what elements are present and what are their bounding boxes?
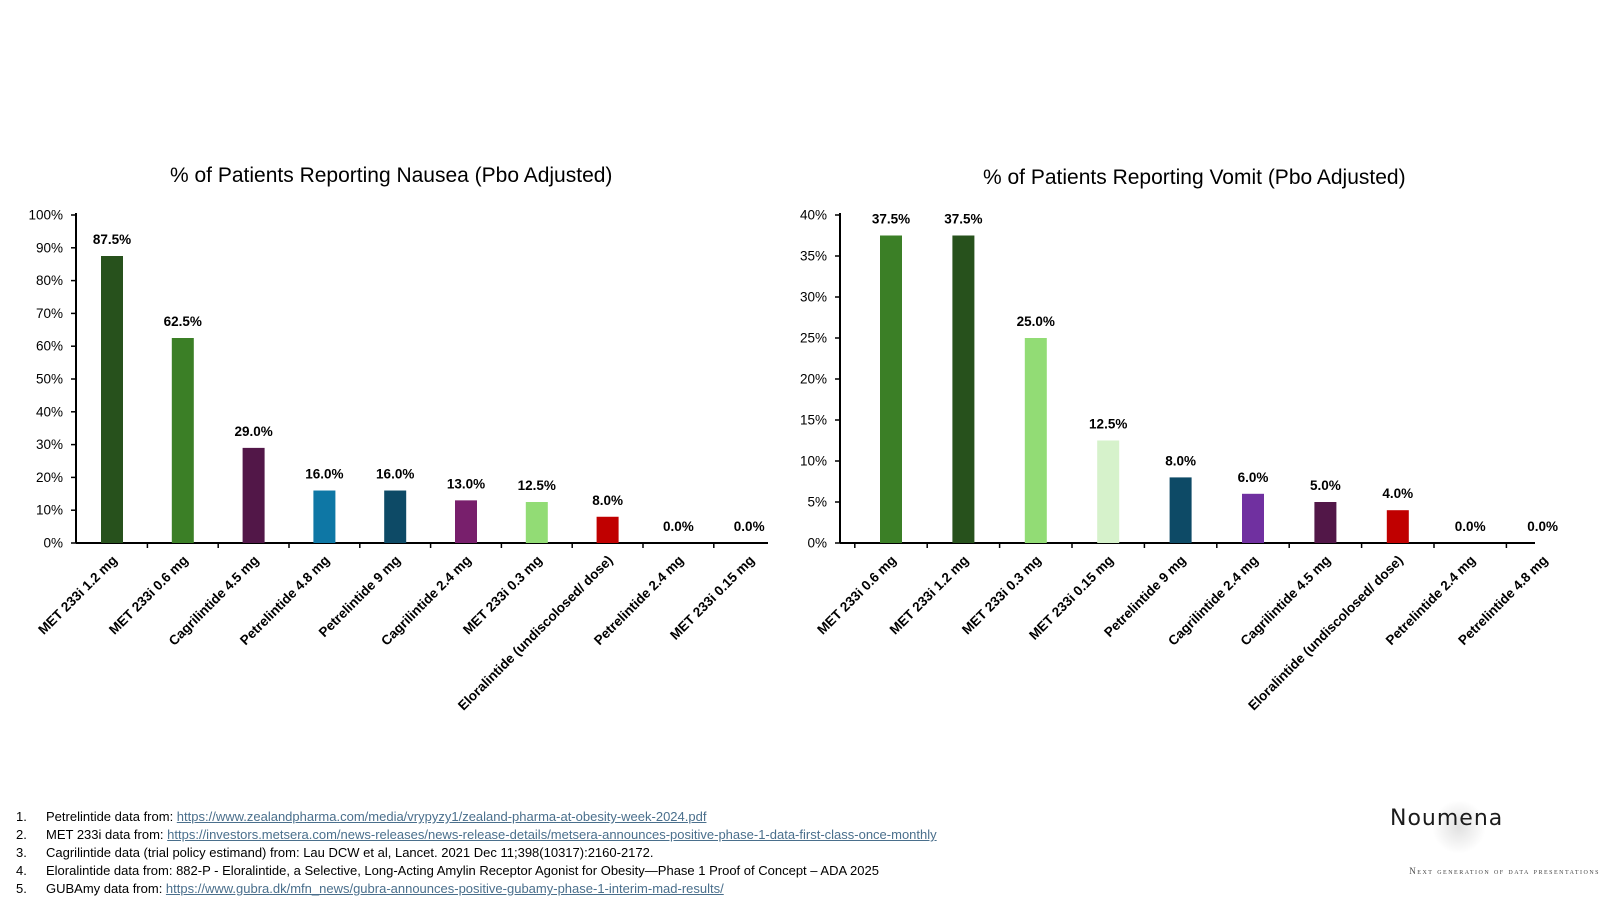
footnote-link[interactable]: https://www.zealandpharma.com/media/vryp… bbox=[176, 809, 707, 824]
footnotes: 1. Petrelintide data from: https://www.ze… bbox=[16, 808, 937, 898]
y-tick-label: 100% bbox=[28, 208, 63, 223]
y-tick-label: 80% bbox=[36, 273, 63, 288]
footnote-text: GUBAmy data from: bbox=[46, 881, 166, 896]
footnote-text: Petrelintide data from: bbox=[46, 809, 177, 824]
data-label: 37.5% bbox=[944, 212, 982, 227]
y-tick-label: 90% bbox=[36, 240, 63, 255]
y-tick-label: 50% bbox=[36, 372, 63, 387]
data-label: 12.5% bbox=[518, 478, 556, 493]
y-tick-label: 30% bbox=[800, 290, 827, 305]
logo-halo-icon bbox=[1432, 800, 1486, 854]
y-tick-label: 15% bbox=[800, 413, 827, 428]
data-label: 29.0% bbox=[234, 424, 272, 439]
bar bbox=[1097, 440, 1120, 543]
data-label: 16.0% bbox=[305, 467, 343, 482]
nausea-chart-title: % of Patients Reporting Nausea (Pbo Adju… bbox=[170, 164, 613, 187]
noumena-logo: Noumena Next generation of data presenta… bbox=[1390, 800, 1599, 876]
data-label: 0.0% bbox=[1455, 519, 1486, 534]
bar bbox=[455, 500, 477, 543]
bar bbox=[384, 490, 407, 543]
bar bbox=[1242, 493, 1264, 543]
y-tick-label: 40% bbox=[36, 404, 63, 419]
category-label: MET 233i 0.3 mg bbox=[959, 553, 1044, 638]
data-label: 6.0% bbox=[1238, 470, 1269, 485]
data-label: 12.5% bbox=[1089, 417, 1127, 432]
footnote-2: 2. MET 233i data from: https://investors.… bbox=[16, 826, 937, 844]
y-tick-label: 20% bbox=[800, 372, 827, 387]
y-tick-label: 60% bbox=[36, 339, 63, 354]
bar bbox=[1314, 502, 1337, 543]
y-tick-label: 40% bbox=[800, 208, 827, 223]
footnote-1: 1. Petrelintide data from: https://www.ze… bbox=[16, 808, 937, 826]
data-label: 87.5% bbox=[93, 232, 131, 247]
bar bbox=[242, 447, 265, 543]
bar bbox=[1386, 510, 1409, 543]
y-tick-label: 20% bbox=[36, 470, 63, 485]
bar bbox=[1169, 477, 1192, 543]
data-label: 62.5% bbox=[164, 314, 202, 329]
data-label: 8.0% bbox=[1165, 453, 1196, 468]
data-label: 0.0% bbox=[734, 519, 765, 534]
category-label: Eloralintide (undiscolosed/ dose) bbox=[1245, 553, 1406, 714]
footnote-number: 3. bbox=[16, 845, 27, 860]
footnote-4: 4. Eloralintide data from: 882-P - Eloral… bbox=[16, 862, 937, 880]
y-tick-label: 35% bbox=[800, 249, 827, 264]
footnote-link[interactable]: https://www.gubra.dk/mfn_news/gubra-anno… bbox=[165, 881, 724, 896]
y-tick-label: 10% bbox=[36, 503, 63, 518]
y-tick-label: 5% bbox=[807, 495, 827, 510]
y-tick-label: 25% bbox=[800, 331, 827, 346]
footnote-5: 5. GUBAmy data from: https://www.gubra.dk… bbox=[16, 880, 937, 898]
bar bbox=[952, 235, 975, 543]
bar bbox=[880, 235, 902, 543]
y-tick-label: 30% bbox=[36, 437, 63, 452]
footnote-number: 2. bbox=[16, 827, 27, 842]
bar bbox=[1024, 338, 1047, 543]
footnote-3: 3. Cagrilintide data (trial policy estima… bbox=[16, 844, 937, 862]
bar bbox=[596, 516, 619, 543]
data-label: 8.0% bbox=[592, 493, 623, 508]
footnote-text: Eloralintide data from: 882-P - Eloralin… bbox=[46, 863, 879, 878]
vomit-chart-title: % of Patients Reporting Vomit (Pbo Adjus… bbox=[983, 166, 1406, 189]
bar bbox=[313, 490, 336, 543]
footnote-number: 4. bbox=[16, 863, 27, 878]
y-tick-label: 0% bbox=[43, 536, 63, 551]
data-label: 16.0% bbox=[376, 467, 414, 482]
data-label: 25.0% bbox=[1017, 314, 1055, 329]
y-tick-label: 0% bbox=[807, 536, 827, 551]
footnote-number: 1. bbox=[16, 809, 27, 824]
data-label: 37.5% bbox=[872, 212, 910, 227]
data-label: 5.0% bbox=[1310, 478, 1341, 493]
footnote-text: Cagrilintide data (trial policy estimand… bbox=[46, 845, 654, 860]
footnote-number: 5. bbox=[16, 881, 27, 896]
footnote-text: MET 233i data from: bbox=[46, 827, 168, 842]
data-label: 0.0% bbox=[663, 519, 694, 534]
bar bbox=[101, 256, 123, 543]
y-tick-label: 10% bbox=[800, 454, 827, 469]
data-label: 4.0% bbox=[1382, 486, 1413, 501]
bar bbox=[525, 502, 548, 543]
footnote-link[interactable]: https://investors.metsera.com/news-relea… bbox=[167, 827, 937, 842]
logo-wordmark: Noumena bbox=[1390, 806, 1504, 831]
data-label: 13.0% bbox=[447, 476, 485, 491]
bar bbox=[171, 338, 194, 543]
logo-tagline: Next generation of data presentations bbox=[1409, 866, 1600, 876]
data-label: 0.0% bbox=[1527, 519, 1558, 534]
category-label: MET 233i 0.6 mg bbox=[814, 553, 899, 638]
category-label: MET 233i 1.2 mg bbox=[887, 553, 972, 638]
y-tick-label: 70% bbox=[36, 306, 63, 321]
